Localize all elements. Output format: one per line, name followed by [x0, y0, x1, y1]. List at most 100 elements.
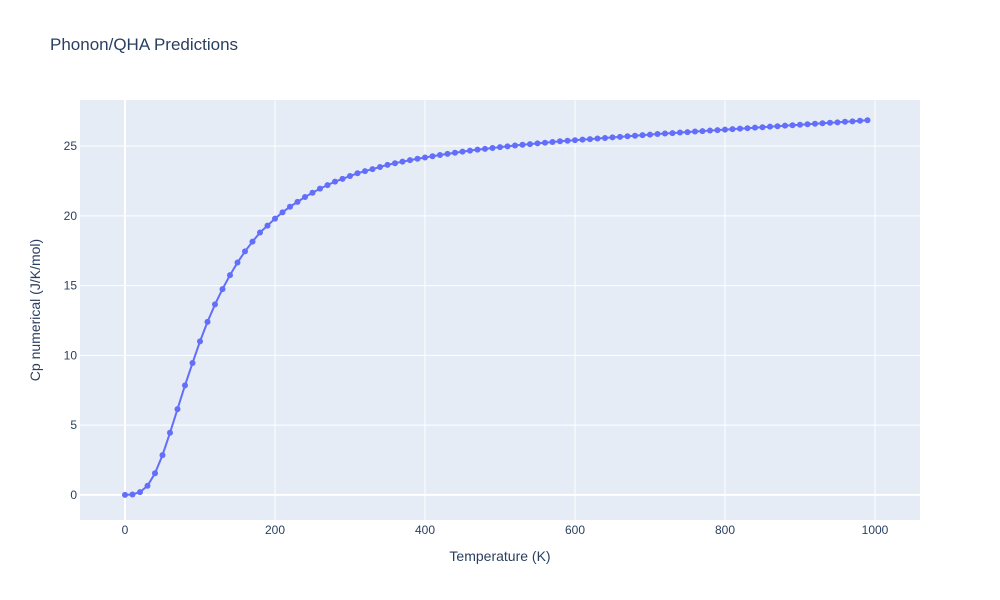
data-point[interactable]	[392, 160, 398, 167]
data-point[interactable]	[287, 203, 293, 210]
data-point[interactable]	[257, 229, 263, 236]
data-point[interactable]	[219, 286, 226, 293]
data-point[interactable]	[249, 238, 256, 245]
data-point[interactable]	[819, 120, 826, 127]
data-point[interactable]	[489, 145, 496, 151]
data-point[interactable]	[864, 117, 871, 124]
data-point[interactable]	[534, 140, 541, 147]
data-point[interactable]	[542, 139, 548, 146]
data-point[interactable]	[759, 124, 766, 131]
data-point[interactable]	[677, 129, 683, 136]
data-point[interactable]	[857, 117, 863, 124]
data-point[interactable]	[272, 215, 278, 222]
data-point[interactable]	[174, 406, 181, 413]
data-point[interactable]	[737, 125, 743, 132]
data-point[interactable]	[624, 133, 631, 140]
data-point[interactable]	[399, 158, 406, 165]
data-point[interactable]	[459, 148, 466, 155]
data-point[interactable]	[579, 136, 586, 143]
data-point[interactable]	[797, 121, 803, 128]
data-point[interactable]	[309, 189, 316, 196]
data-point[interactable]	[452, 149, 458, 156]
data-point[interactable]	[242, 248, 248, 255]
data-point[interactable]	[662, 130, 668, 137]
data-point[interactable]	[227, 272, 233, 279]
data-point[interactable]	[137, 489, 143, 496]
data-point[interactable]	[332, 178, 338, 185]
data-point[interactable]	[279, 209, 286, 216]
data-point[interactable]	[549, 139, 556, 145]
data-point[interactable]	[684, 129, 691, 136]
data-point[interactable]	[212, 301, 218, 308]
data-point[interactable]	[264, 222, 271, 229]
data-point[interactable]	[707, 127, 713, 134]
data-point[interactable]	[512, 142, 518, 149]
data-point[interactable]	[354, 170, 361, 177]
data-point[interactable]	[804, 121, 811, 128]
data-point[interactable]	[302, 193, 308, 200]
data-point[interactable]	[444, 150, 451, 157]
data-point[interactable]	[519, 141, 526, 148]
data-point[interactable]	[647, 131, 653, 138]
data-point[interactable]	[189, 360, 196, 367]
data-point[interactable]	[437, 151, 443, 158]
data-point[interactable]	[167, 429, 173, 436]
data-point[interactable]	[144, 482, 151, 489]
data-point[interactable]	[407, 157, 413, 164]
data-point[interactable]	[234, 259, 241, 266]
data-point[interactable]	[669, 130, 676, 137]
data-point[interactable]	[632, 132, 638, 139]
data-point[interactable]	[504, 143, 511, 150]
data-point[interactable]	[429, 153, 436, 160]
data-point[interactable]	[414, 155, 421, 162]
data-point[interactable]	[497, 144, 503, 151]
data-point[interactable]	[714, 127, 721, 134]
data-point[interactable]	[467, 147, 473, 154]
data-point[interactable]	[197, 338, 203, 345]
data-point[interactable]	[152, 470, 158, 477]
data-point[interactable]	[842, 118, 848, 125]
data-point[interactable]	[827, 119, 833, 126]
data-point[interactable]	[849, 118, 856, 125]
data-point[interactable]	[347, 173, 353, 180]
data-point[interactable]	[774, 123, 781, 130]
data-point[interactable]	[182, 382, 188, 389]
data-point[interactable]	[722, 126, 728, 133]
data-point[interactable]	[564, 137, 571, 144]
data-point[interactable]	[789, 122, 796, 129]
data-point[interactable]	[572, 137, 578, 144]
data-point[interactable]	[324, 182, 331, 189]
data-point[interactable]	[587, 136, 593, 143]
data-point[interactable]	[602, 134, 608, 141]
data-point[interactable]	[639, 132, 646, 139]
data-point[interactable]	[317, 185, 323, 192]
data-point[interactable]	[609, 134, 616, 141]
data-point[interactable]	[129, 491, 136, 498]
data-point[interactable]	[834, 119, 841, 126]
data-point[interactable]	[617, 133, 623, 140]
data-point[interactable]	[527, 141, 533, 148]
data-point[interactable]	[692, 128, 698, 135]
data-point[interactable]	[812, 120, 818, 127]
data-point[interactable]	[699, 128, 706, 135]
data-point[interactable]	[294, 198, 301, 205]
data-point[interactable]	[752, 124, 758, 131]
data-point[interactable]	[767, 123, 773, 130]
data-point[interactable]	[654, 131, 661, 138]
data-point[interactable]	[377, 163, 383, 170]
data-point[interactable]	[362, 168, 368, 175]
data-point[interactable]	[594, 135, 601, 142]
data-point[interactable]	[482, 145, 488, 152]
data-point[interactable]	[122, 491, 128, 498]
data-point[interactable]	[204, 318, 211, 325]
data-point[interactable]	[159, 452, 166, 459]
data-point[interactable]	[474, 146, 481, 153]
data-point[interactable]	[744, 125, 751, 132]
data-point[interactable]	[422, 154, 428, 161]
data-point[interactable]	[339, 175, 346, 182]
data-point[interactable]	[729, 126, 736, 133]
data-point[interactable]	[782, 122, 788, 129]
data-point[interactable]	[557, 138, 563, 145]
data-point[interactable]	[384, 161, 391, 168]
data-point[interactable]	[369, 166, 376, 173]
